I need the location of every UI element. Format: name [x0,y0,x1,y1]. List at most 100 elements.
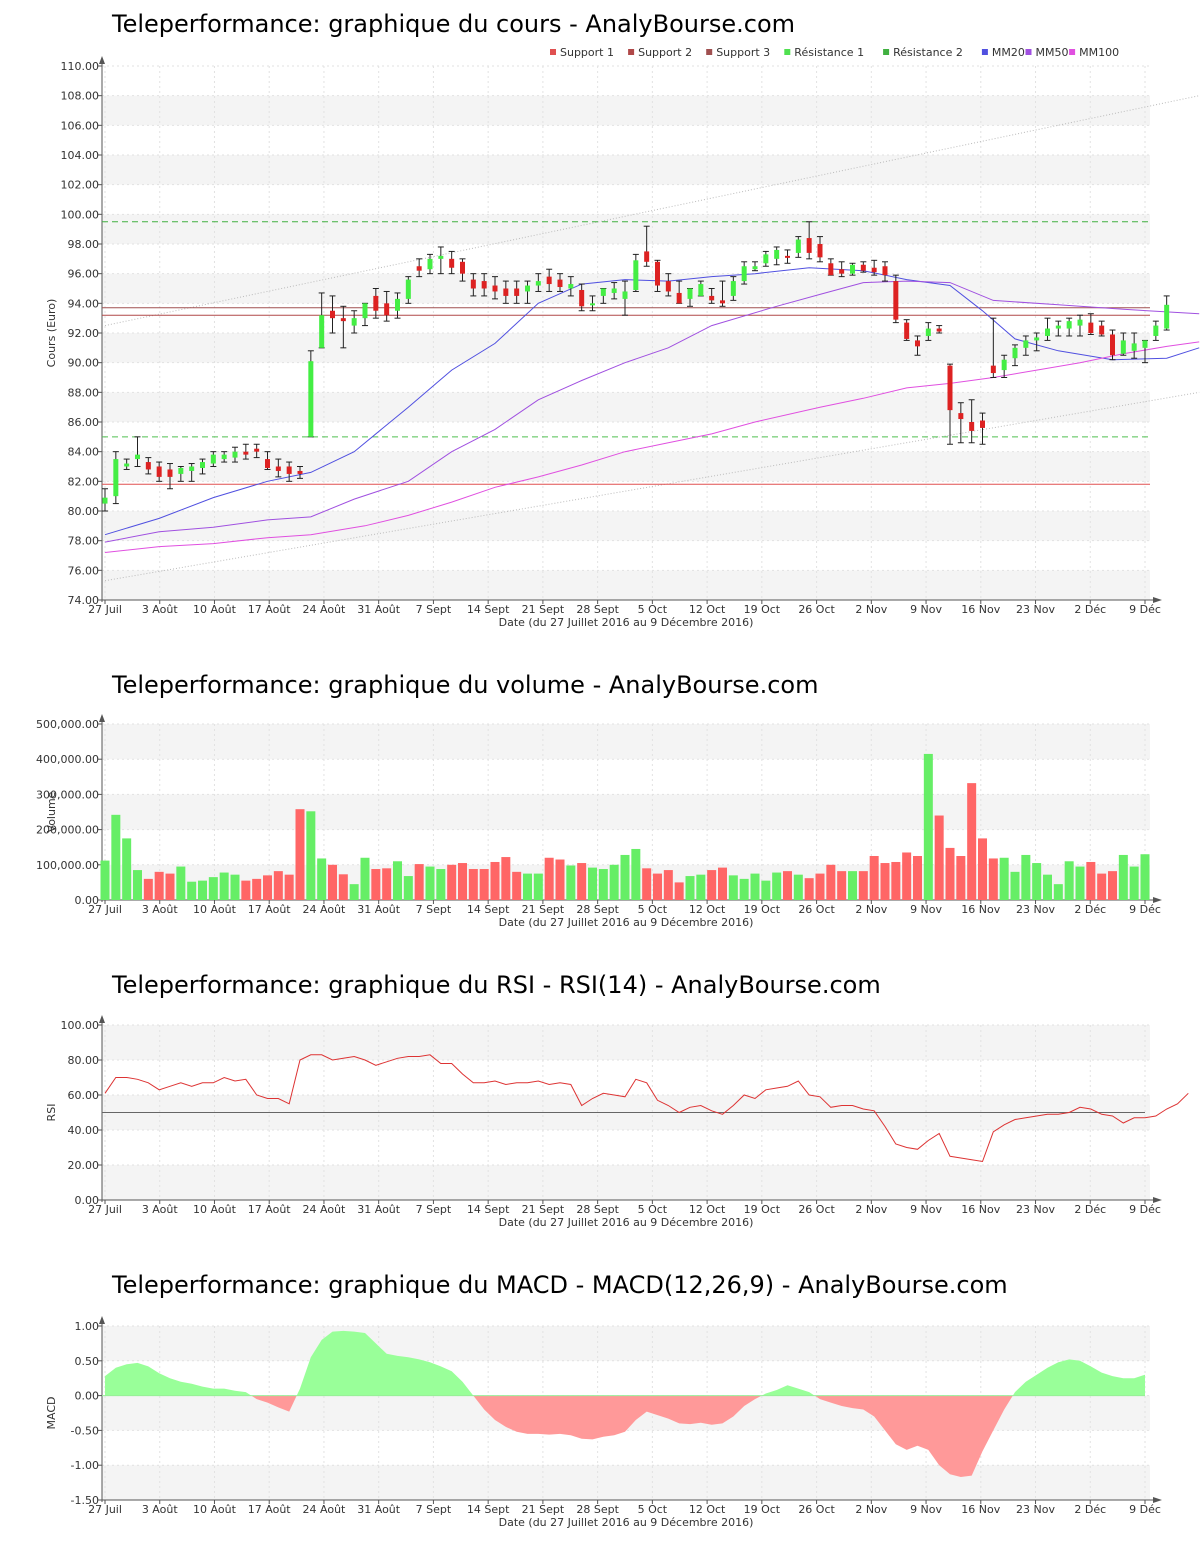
volume-bar [674,882,684,900]
candle-body [1164,304,1170,329]
y-tick-label: 78.00 [68,535,100,548]
legend-swatch [550,49,556,55]
x-tick-label: 9 Déc [1129,1203,1161,1216]
legend-label: Support 2 [638,46,692,59]
candle-body [221,454,227,460]
y-tick-label: 300,000.00 [36,788,99,801]
x-tick-label: 2 Déc [1074,903,1106,916]
x-tick-label: 2 Déc [1074,1203,1106,1216]
legend-label: Support 1 [560,46,614,59]
volume-bar [328,864,337,900]
volume-bar [111,814,121,900]
candle-body [698,284,704,296]
volume-bar [133,870,142,900]
y-tick-label: 94.00 [68,297,100,310]
y-tick-label: 74.00 [68,594,100,607]
chart-title: Teleperformance: graphique du MACD - MAC… [112,1271,1008,1299]
candle-body [730,281,736,296]
x-tick-label: 16 Nov [961,903,1000,916]
x-tick-label: 7 Sept [416,1203,452,1216]
x-tick-label: 21 Sept [522,1503,565,1516]
volume-bar [848,871,857,900]
volume-bar [187,881,197,900]
candle-body [254,448,260,452]
volume-bar [978,838,987,900]
y-axis-arrow [99,714,105,722]
volume-bar [783,871,792,900]
x-tick-label: 19 Oct [744,1503,781,1516]
legend-swatch [1025,49,1032,55]
y-tick-label: 0.00 [75,1390,100,1403]
macd-negative-area [251,1395,297,1412]
candle-body [752,266,758,270]
volume-bar [923,753,933,900]
candle-body [297,470,303,474]
x-tick-label: 2 Déc [1074,1503,1106,1516]
x-tick-label: 10 Août [193,603,237,616]
volume-bar [761,880,771,900]
candle-body [1120,340,1126,354]
y-tick-label: 400,000.00 [36,753,99,766]
moving-average-line [104,341,1200,553]
candle-body [839,269,845,274]
x-tick-label: 2 Nov [855,1503,887,1516]
x-tick-label: 26 Oct [798,1203,835,1216]
candle-body [470,279,476,289]
candle-body [893,281,899,320]
volume-bar [804,878,814,900]
x-tick-label: 2 Déc [1074,603,1106,616]
volume-bar [1108,871,1117,900]
candle-body [687,288,693,299]
y-tick-label: 108.00 [61,90,100,103]
x-tick-label: 12 Oct [689,903,726,916]
x-axis-title: Date (du 27 Juillet 2016 au 9 Décembre 2… [499,1216,754,1229]
y-tick-label: 80.00 [68,1054,100,1067]
candle-body [925,328,931,336]
volume-bar [826,864,836,900]
x-tick-label: 5 Oct [638,903,668,916]
x-tick-label: 31 Août [357,603,401,616]
candle-body [460,261,465,274]
x-tick-label: 17 Août [248,603,292,616]
candle-body [611,288,617,293]
candle-body [145,462,151,470]
x-tick-label: 26 Oct [798,1503,835,1516]
volume-bar [999,857,1009,900]
plot-band [102,451,1150,482]
x-tick-label: 3 Août [142,603,179,616]
y-axis-title: RSI [45,1104,58,1122]
y-tick-label: 20.00 [68,1159,100,1172]
candle-body [980,420,985,428]
x-tick-label: 3 Août [142,1503,179,1516]
volume-bar [728,875,738,900]
x-tick-label: 10 Août [193,1203,237,1216]
x-tick-label: 21 Sept [522,903,565,916]
volume-bar [468,869,478,900]
x-tick-label: 23 Nov [1016,1203,1055,1216]
volume-bar [284,874,294,900]
x-tick-label: 31 Août [357,1203,401,1216]
volume-bar [208,877,218,900]
y-tick-label: 0.50 [75,1355,100,1368]
plot-band [102,570,1150,600]
volume-bar [393,861,402,900]
candle-body [915,340,920,347]
candle-body [1077,319,1083,326]
volume-bar [165,873,175,900]
candle-body [1045,328,1050,336]
volume-bar [620,854,630,900]
x-tick-label: 5 Oct [638,1203,668,1216]
legend-swatch [628,49,635,55]
x-tick-label: 10 Août [193,903,237,916]
candle-body [763,254,769,264]
plot-band [102,392,1150,422]
legend-label: MM50 [1036,46,1069,59]
y-tick-label: 500,000.00 [36,718,99,731]
x-tick-label: 14 Sept [467,1203,510,1216]
volume-bar [739,878,749,900]
x-tick-label: 14 Sept [467,603,510,616]
volume-bar [1140,854,1150,900]
candle-body [178,467,184,474]
rsi-chart: Teleperformance: graphique du RSI - RSI(… [0,960,1200,1240]
volume-bar [295,809,305,900]
